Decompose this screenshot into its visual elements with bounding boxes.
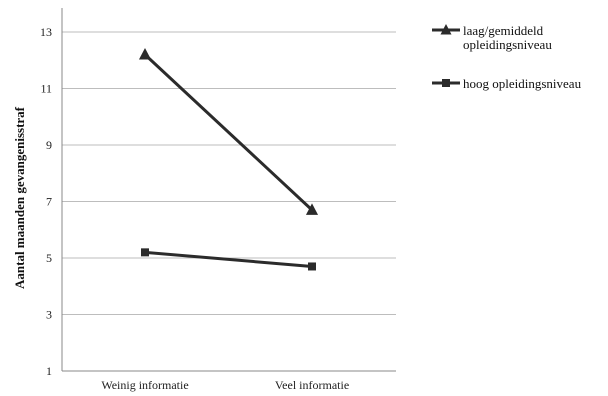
legend-marker-square [442,79,450,87]
x-tick-label: Weinig informatie [101,378,188,392]
y-tick-label: 9 [46,138,52,152]
y-tick-label: 11 [40,82,52,96]
data-point-square [141,248,149,257]
y-tick-label: 5 [46,251,52,265]
gridlines [62,31,396,315]
legend-label: hoog opleidingsniveau [463,76,582,91]
series-group [138,48,319,271]
y-tick-label: 13 [40,25,52,39]
x-tick-labels: Weinig informatie Veel informatie [101,378,349,392]
legend-marker-triangle [440,24,452,35]
data-point-triangle [138,48,152,60]
legend-label: laag/gemiddeld [463,23,544,38]
y-tick-label: 7 [46,195,52,209]
legend-label: opleidingsniveau [463,37,552,52]
y-tick-label: 3 [46,308,52,322]
axes [61,8,396,372]
y-axis-label: Aantal maanden gevangenisstraf [12,106,27,289]
series-line-hoog [144,250,313,268]
x-tick-label: Veel informatie [275,378,349,392]
data-point-triangle [305,203,319,215]
data-point-square [308,262,316,271]
series-line-laag-gemiddeld [143,53,314,212]
y-tick-label: 1 [46,364,52,378]
